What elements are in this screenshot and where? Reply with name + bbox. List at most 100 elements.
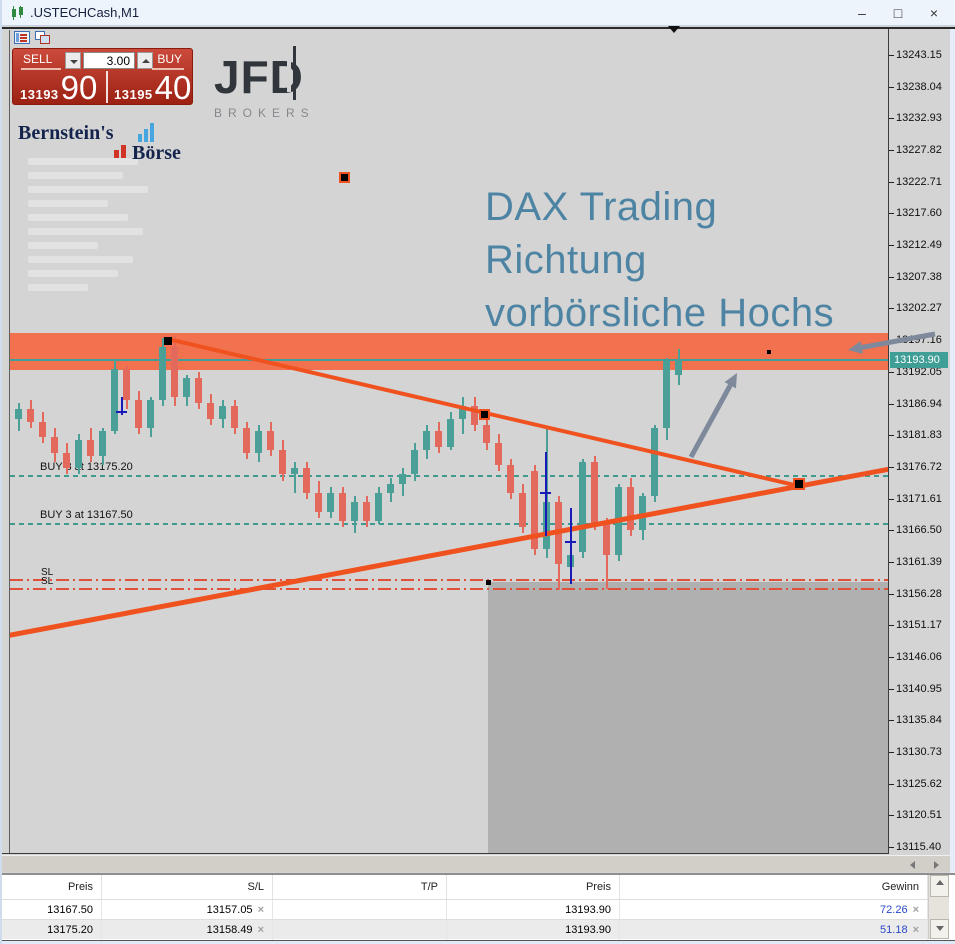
axis-tick [889, 656, 894, 658]
axis-tick [889, 118, 894, 120]
positions-panel: Preis S/L T/P Preis Gewinn 13167.50 13157.05 × 1… [2, 873, 955, 940]
candle-body [219, 406, 226, 419]
buy-order-label: BUY 3 at 13167.50 [40, 509, 133, 522]
gray-rectangle-object[interactable] [488, 582, 888, 853]
chart-plot-area[interactable]: BUY 3 at 13175.20 BUY 3 at 13167.50 SL SL [9, 30, 888, 853]
stop-loss-line [10, 587, 888, 590]
candle-wick [294, 462, 296, 494]
candle-body [135, 400, 142, 428]
chart-copy-icon[interactable] [35, 31, 51, 44]
candle-body [171, 347, 178, 397]
axis-tick [889, 150, 894, 152]
candle-body [375, 493, 382, 521]
scrollbar-up-button[interactable] [930, 875, 949, 897]
axis-tick [889, 245, 894, 247]
close-position-icon[interactable]: × [257, 924, 264, 936]
bernstein-boerse-logo: Bernstein's Börse [18, 122, 181, 164]
axis-price-label: 13232.93 [896, 112, 942, 125]
maximize-button[interactable]: □ [893, 5, 903, 21]
blue-marker-tick [565, 541, 576, 543]
candle-body [627, 486, 634, 531]
object-handle[interactable] [338, 171, 350, 183]
candle-body [411, 449, 418, 475]
one-click-trading-icon[interactable] [14, 31, 30, 44]
table-header-preis: Preis [2, 875, 102, 899]
chart-horizontal-scrollbar[interactable] [2, 855, 950, 872]
axis-price-label: 13146.06 [896, 650, 942, 663]
buy-quote[interactable]: 13195 40 [114, 71, 191, 104]
jfd-logo-text: JFD [214, 51, 304, 103]
axis-tick [889, 815, 894, 817]
cell-sl: 13157.05 × [102, 900, 273, 920]
scrollbar-down-button[interactable] [930, 919, 949, 939]
candle-body [255, 431, 262, 453]
candle-body [207, 403, 214, 419]
close-position-icon[interactable]: × [257, 904, 264, 916]
axis-tick [889, 847, 894, 849]
current-price-line [10, 359, 888, 362]
axis-tick [889, 213, 894, 215]
candle-body [531, 471, 538, 549]
minimize-button[interactable]: – [858, 5, 866, 21]
candle-body [435, 431, 442, 447]
object-handle[interactable] [767, 350, 771, 354]
axis-price-label: 13125.62 [896, 777, 942, 790]
close-button[interactable]: × [929, 5, 939, 21]
candle-body [579, 462, 586, 552]
table-row[interactable]: 13175.20 13158.49 × 13193.90 51.18 × [2, 919, 928, 940]
candle-body [423, 431, 430, 450]
volume-input[interactable] [83, 52, 135, 69]
candle-body [591, 462, 598, 525]
candle-body [471, 406, 478, 425]
candle-body [327, 493, 334, 512]
axis-price-label: 13202.27 [896, 302, 942, 315]
candle-body [99, 431, 106, 456]
axis-tick [889, 340, 894, 342]
scroll-right-button[interactable] [928, 858, 946, 871]
object-handle[interactable] [793, 478, 805, 490]
axis-tick [889, 308, 894, 310]
axis-price-label: 13130.73 [896, 746, 942, 758]
table-row[interactable]: 13167.50 13157.05 × 13193.90 72.26 × [2, 899, 928, 920]
candle-body [111, 369, 118, 432]
stop-loss-line [10, 578, 888, 581]
cell-value: 13193.90 [565, 904, 611, 916]
close-position-icon[interactable]: × [912, 904, 919, 916]
table-header-gewinn: Gewinn [620, 875, 928, 899]
axis-tick [889, 720, 894, 722]
axis-price-label: 13161.39 [896, 555, 942, 568]
candle-body [231, 406, 238, 428]
watermark-row [28, 242, 98, 249]
buy-order-label: BUY 3 at 13175.20 [40, 461, 133, 474]
sell-button[interactable]: SELL [23, 52, 53, 66]
cell-value: 13167.50 [47, 904, 93, 916]
object-handle[interactable] [485, 579, 491, 585]
sell-quote[interactable]: 13193 90 [20, 71, 97, 104]
scroll-left-button[interactable] [904, 858, 922, 871]
candle-body [159, 347, 166, 401]
volume-increase-button[interactable] [137, 52, 153, 69]
candle-body [339, 493, 346, 521]
candle-body [75, 440, 82, 469]
cell-sl: 13158.49 × [102, 920, 273, 940]
buy-button[interactable]: BUY [157, 52, 182, 66]
axis-price-label: 13181.83 [896, 429, 942, 442]
axis-price-label: 13227.82 [896, 144, 942, 157]
candle-body [183, 378, 190, 397]
volume-decrease-button[interactable] [65, 52, 81, 69]
candle-body [459, 406, 466, 419]
axis-tick [889, 403, 894, 405]
axis-price-label: 13176.72 [896, 460, 942, 473]
jfd-brokers-logo: JFD BROKERS [214, 46, 315, 120]
close-position-icon[interactable]: × [912, 924, 919, 936]
cell-tp [273, 920, 447, 940]
axis-tick [889, 593, 894, 595]
watermark-row [28, 284, 88, 291]
axis-tick [889, 498, 894, 500]
candle-body [267, 431, 274, 450]
object-handle[interactable] [164, 337, 172, 345]
object-handle[interactable] [478, 408, 490, 420]
watermark-row [28, 214, 128, 221]
cell-gewinn: 51.18 × [620, 920, 928, 940]
table-scrollbar[interactable] [928, 875, 949, 939]
